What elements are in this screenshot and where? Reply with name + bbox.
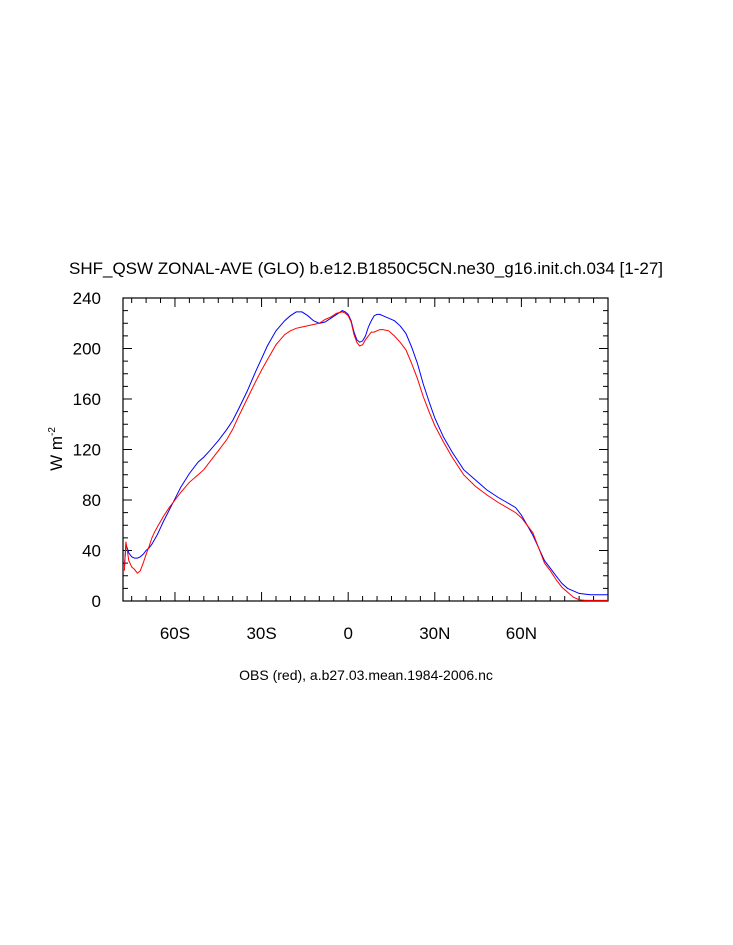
series-line-model bbox=[123, 310, 608, 596]
y-tick-labels: 0 40 80 120 160 200 240 bbox=[73, 289, 101, 611]
plot-frame bbox=[122, 297, 609, 602]
y-axis-label-units: W m bbox=[47, 436, 66, 471]
series-line-obs bbox=[123, 311, 608, 601]
chart-subtitle: OBS (red), a.b27.03.mean.1984-2006.nc bbox=[239, 667, 493, 683]
chart-title: SHF_QSW ZONAL-AVE (GLO) b.e12.B1850C5CN.… bbox=[69, 259, 663, 278]
y-tick-label: 240 bbox=[73, 289, 101, 308]
x-tick-label: 60N bbox=[506, 624, 537, 643]
y-tick-label: 160 bbox=[73, 390, 101, 409]
x-tick-label: 30S bbox=[246, 624, 276, 643]
y-tick-label: 120 bbox=[73, 441, 101, 460]
y-axis-label-exponent: -2 bbox=[47, 427, 58, 436]
x-tick-labels: 60S 30S 0 30N 60N bbox=[160, 624, 537, 643]
axis-ticks bbox=[123, 297, 609, 602]
y-tick-label: 0 bbox=[92, 592, 101, 611]
y-tick-label: 200 bbox=[73, 340, 101, 359]
y-tick-label: 40 bbox=[82, 542, 101, 561]
x-tick-label: 30N bbox=[419, 624, 450, 643]
x-tick-label: 0 bbox=[343, 624, 352, 643]
y-tick-label: 80 bbox=[82, 491, 101, 510]
x-tick-label: 60S bbox=[160, 624, 190, 643]
y-axis-label: W m-2 bbox=[47, 427, 66, 471]
data-series bbox=[123, 310, 608, 601]
